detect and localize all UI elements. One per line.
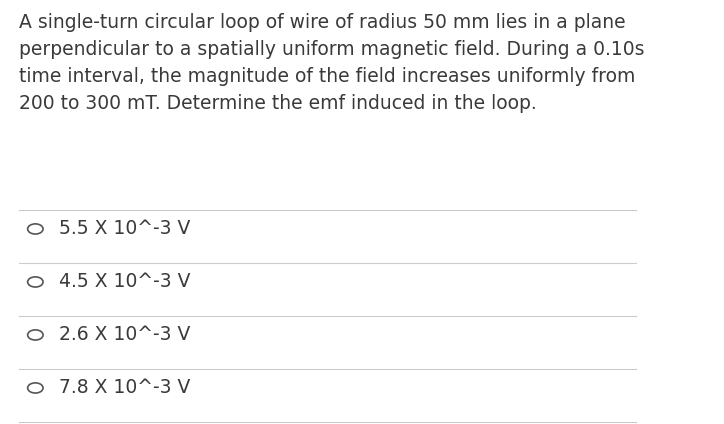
Text: A single-turn circular loop of wire of radius 50 mm lies in a plane
perpendicula: A single-turn circular loop of wire of r… [20,13,645,114]
Text: 5.5 X 10^-3 V: 5.5 X 10^-3 V [59,220,190,238]
Text: 7.8 X 10^-3 V: 7.8 X 10^-3 V [59,379,190,397]
Text: 4.5 X 10^-3 V: 4.5 X 10^-3 V [59,273,190,291]
Text: 2.6 X 10^-3 V: 2.6 X 10^-3 V [59,326,190,344]
